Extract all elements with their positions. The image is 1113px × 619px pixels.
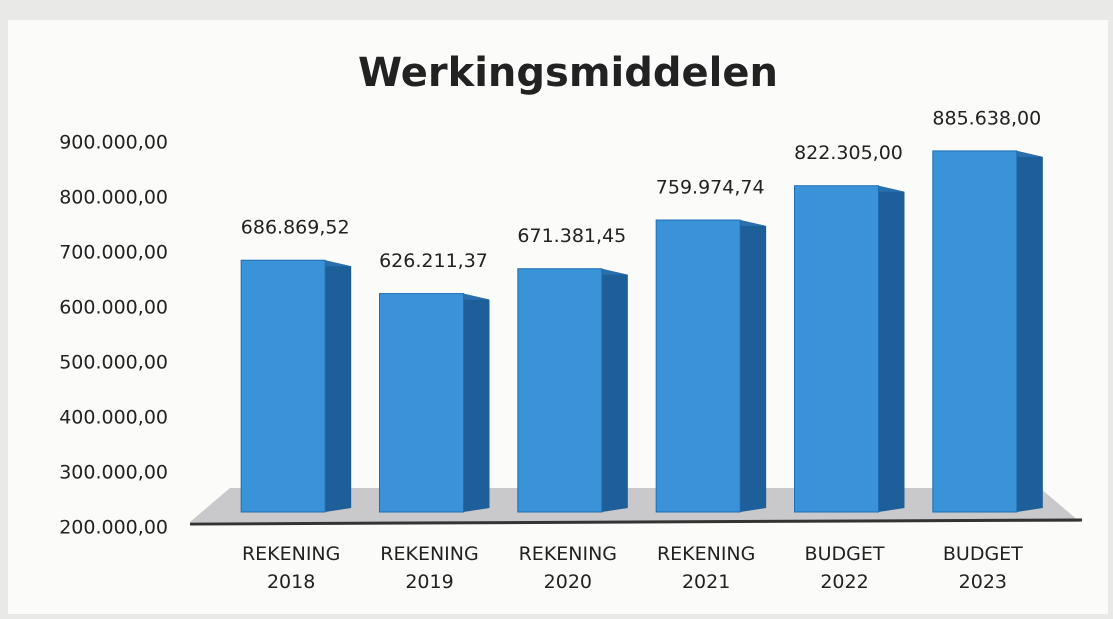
- x-tick-label: REKENING 2019: [380, 543, 479, 593]
- bar: [517, 268, 603, 513]
- chart-title: Werkingsmiddelen: [358, 50, 778, 96]
- data-label: 671.381,45: [517, 225, 626, 247]
- x-tick-label: REKENING 2020: [518, 543, 618, 593]
- data-label: 822.305,00: [794, 142, 903, 164]
- x-tick-label: BUDGET 2022: [804, 543, 885, 593]
- bar: [379, 293, 464, 513]
- data-label: 686.869,52: [241, 217, 350, 239]
- bar: [240, 259, 326, 513]
- y-tick-label: 800.000,00: [59, 187, 168, 209]
- bar: [794, 185, 879, 513]
- y-tick-label: 200.000,00: [59, 517, 168, 539]
- bar: [932, 150, 1018, 513]
- y-tick-label: 900.000,00: [59, 132, 168, 154]
- data-label: 885.638,00: [932, 107, 1041, 129]
- bar-side: [325, 260, 352, 512]
- bar-side: [463, 293, 490, 512]
- bar-side: [878, 185, 905, 513]
- y-tick-label: 700.000,00: [59, 242, 168, 264]
- x-axis-line: [189, 518, 1083, 526]
- x-tick-label: BUDGET 2023: [942, 543, 1023, 593]
- bar: [655, 219, 741, 513]
- data-label: 626.211,37: [379, 250, 488, 272]
- y-tick-label: 300.000,00: [59, 462, 168, 484]
- bar-side: [601, 268, 628, 512]
- x-tick-label: REKENING 2018: [241, 543, 341, 593]
- y-tick-label: 500.000,00: [59, 352, 168, 374]
- y-tick-label: 400.000,00: [59, 407, 168, 429]
- bar-side: [1016, 150, 1043, 512]
- bar-side: [740, 220, 767, 512]
- y-tick-label: 600.000,00: [59, 297, 168, 319]
- x-tick-label: REKENING 2021: [656, 543, 756, 593]
- data-label: 759.974,74: [656, 177, 765, 199]
